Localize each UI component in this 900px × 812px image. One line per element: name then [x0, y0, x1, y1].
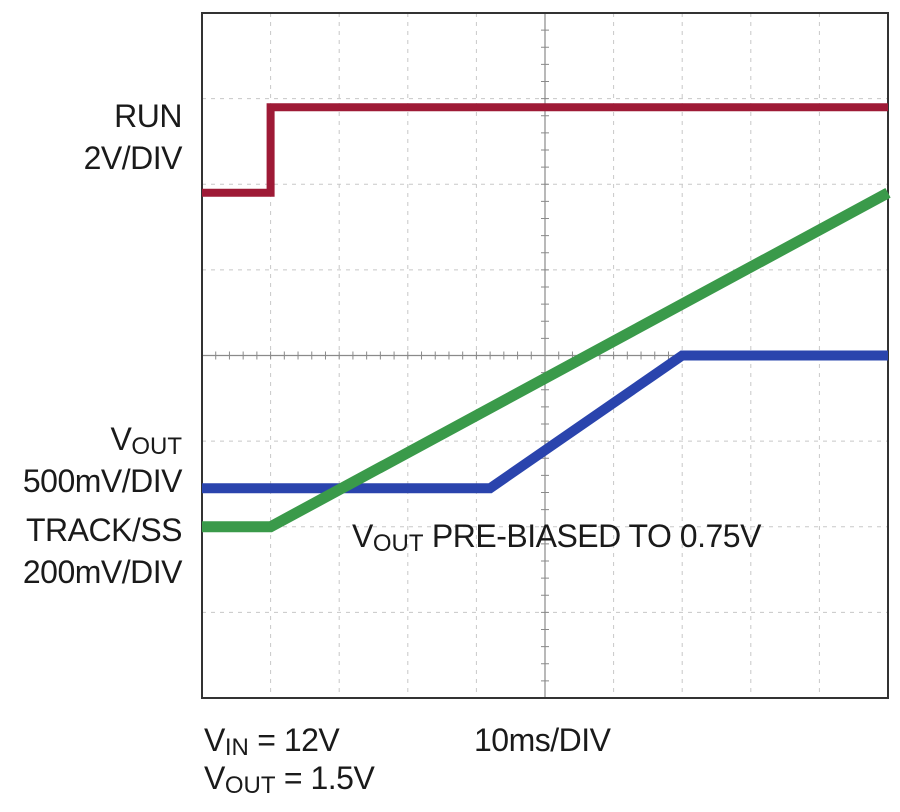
track-ss-channel-label: TRACK/SS — [25, 512, 183, 548]
vout-channel-label: VOUT — [110, 421, 182, 460]
vout-condition: VOUT = 1.5V — [204, 760, 375, 799]
pre-bias-annotation: VOUT PRE-BIASED TO 0.75V — [352, 518, 761, 557]
vin-condition: VIN = 12V — [204, 722, 340, 761]
vout-scale-label: 500mV/DIV — [22, 463, 183, 499]
run-channel-label: RUN — [114, 98, 182, 134]
track-ss-scale-label: 200mV/DIV — [22, 554, 183, 590]
grid — [201, 12, 889, 699]
run-scale-label: 2V/DIV — [83, 140, 183, 176]
track-trace — [202, 187, 891, 533]
timebase-label: 10ms/DIV — [474, 722, 611, 758]
run-trace — [202, 103, 888, 197]
traces — [202, 103, 891, 533]
